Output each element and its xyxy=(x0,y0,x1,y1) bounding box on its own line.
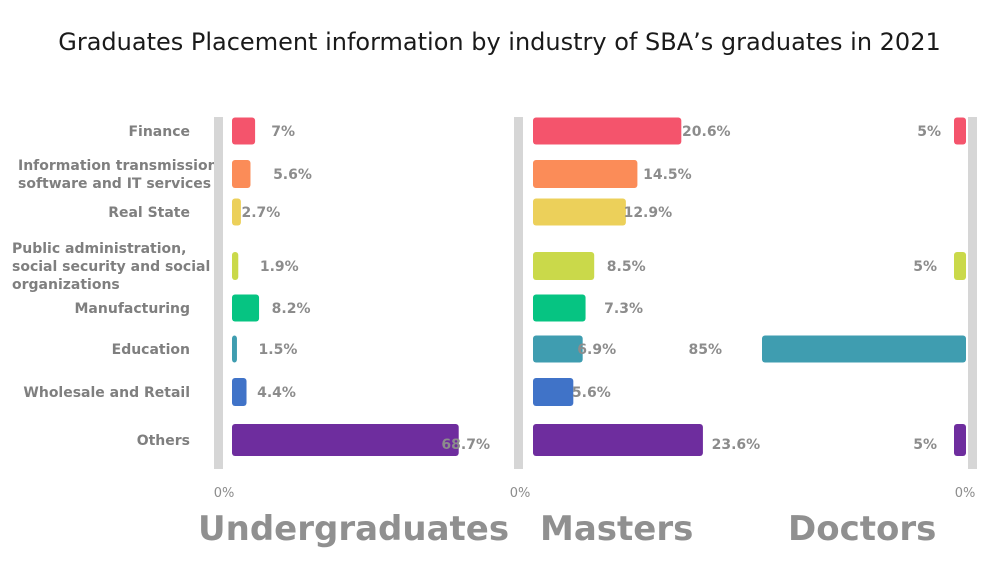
category-label-finance: Finance xyxy=(128,124,190,140)
doctors-bar-finance xyxy=(954,117,966,145)
undergraduates-panel-label: Undergraduates xyxy=(198,509,509,549)
masters-bar-real-state xyxy=(533,198,626,226)
undergraduates-bar-others xyxy=(232,424,459,456)
doctors-bar-others xyxy=(954,424,966,456)
undergraduates-value-label-information-transmission-software-and-it-services: 5.6% xyxy=(273,167,312,183)
doctors-bar-public-administration-social-security-and-social-organizations xyxy=(954,252,966,280)
masters-bar-finance xyxy=(533,117,682,145)
masters-bar-information-transmission-software-and-it-services xyxy=(533,160,638,188)
masters-value-label-education: 6.9% xyxy=(577,342,616,358)
category-label-information-transmission-software-and-it-services: Information transmission, software and IT… xyxy=(18,158,223,192)
category-label-education: Education xyxy=(112,342,190,358)
masters-value-label-others: 23.6% xyxy=(712,437,761,453)
chart-title: Graduates Placement information by indus… xyxy=(58,28,941,56)
undergraduates-value-label-finance: 7% xyxy=(271,124,295,140)
undergraduates-bar-information-transmission-software-and-it-services xyxy=(232,160,251,188)
masters-bar-public-administration-social-security-and-social-organizations xyxy=(533,252,595,280)
masters-bar-education xyxy=(533,335,583,363)
category-label-manufacturing: Manufacturing xyxy=(75,301,191,317)
masters-axis-line xyxy=(514,117,523,469)
doctors-axis-line xyxy=(968,117,977,469)
masters-bar-manufacturing xyxy=(533,294,586,322)
undergraduates-value-label-wholesale-and-retail: 4.4% xyxy=(257,385,296,401)
masters-value-label-manufacturing: 7.3% xyxy=(604,301,643,317)
masters-value-label-public-administration-social-security-and-social-organizations: 8.5% xyxy=(607,259,646,275)
masters-bar-wholesale-and-retail xyxy=(533,378,574,406)
undergraduates-bar-real-state xyxy=(232,198,241,226)
doctors-axis-zero-label: 0% xyxy=(955,486,976,501)
masters-value-label-real-state: 12.9% xyxy=(624,205,673,221)
undergraduates-value-label-public-administration-social-security-and-social-organizations: 1.9% xyxy=(260,259,299,275)
undergraduates-axis-zero-label: 0% xyxy=(214,486,235,501)
undergraduates-value-label-education: 1.5% xyxy=(259,342,298,358)
doctors-value-label-finance: 5% xyxy=(917,124,941,140)
category-label-public-administration-social-security-and-social-organizations: Public administration, social security an… xyxy=(12,241,210,293)
masters-bar-others xyxy=(533,424,703,456)
undergraduates-value-label-others: 68.7% xyxy=(441,437,490,453)
undergraduates-value-label-manufacturing: 8.2% xyxy=(272,301,311,317)
masters-axis-zero-label: 0% xyxy=(510,486,531,501)
doctors-value-label-public-administration-social-security-and-social-organizations: 5% xyxy=(913,259,937,275)
undergraduates-axis-line xyxy=(214,117,223,469)
category-label-others: Others xyxy=(137,433,190,449)
doctors-bar-education xyxy=(762,335,966,363)
masters-value-label-wholesale-and-retail: 5.6% xyxy=(572,385,611,401)
undergraduates-bar-manufacturing xyxy=(232,294,260,322)
undergraduates-value-label-real-state: 2.7% xyxy=(241,205,280,221)
masters-value-label-finance: 20.6% xyxy=(682,124,731,140)
category-label-wholesale-and-retail: Wholesale and Retail xyxy=(23,385,190,401)
undergraduates-bar-education xyxy=(232,335,237,363)
masters-panel-label: Masters xyxy=(540,509,693,549)
category-label-real-state: Real State xyxy=(108,205,190,221)
undergraduates-bar-finance xyxy=(232,117,256,145)
undergraduates-bar-public-administration-social-security-and-social-organizations xyxy=(232,252,239,280)
undergraduates-bar-wholesale-and-retail xyxy=(232,378,247,406)
masters-value-label-information-transmission-software-and-it-services: 14.5% xyxy=(643,167,692,183)
doctors-panel-label: Doctors xyxy=(788,509,936,549)
doctors-value-label-education: 85% xyxy=(688,342,722,358)
doctors-value-label-others: 5% xyxy=(913,437,937,453)
